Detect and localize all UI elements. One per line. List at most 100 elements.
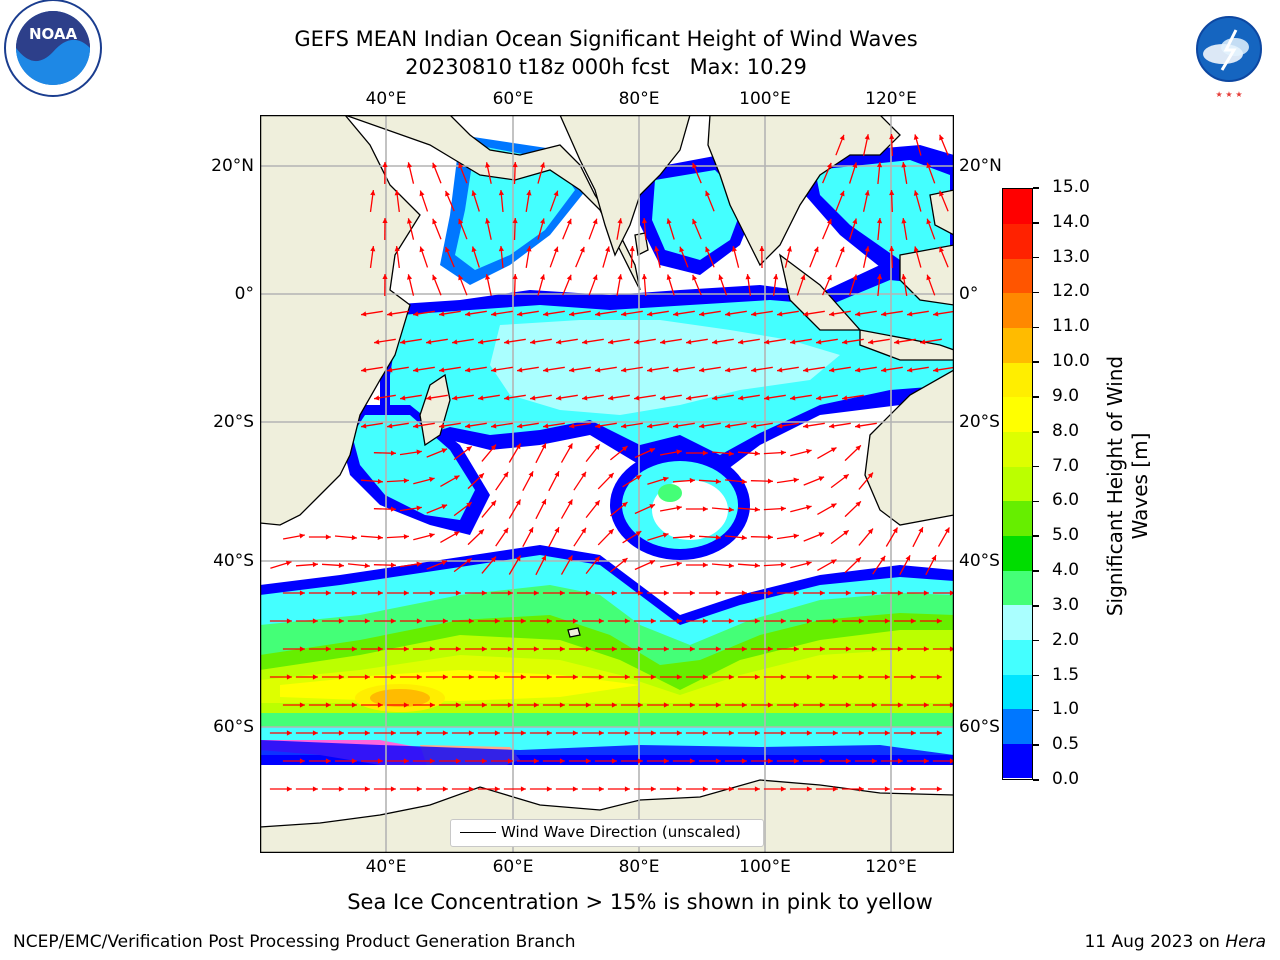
wind-arrow-head	[517, 423, 523, 429]
wind-arrow-head	[572, 786, 578, 792]
wind-arrow-head	[745, 274, 751, 280]
wind-arrow-head	[595, 423, 601, 429]
wind-arrow-head	[520, 674, 526, 680]
wind-arrow-head	[751, 423, 757, 429]
wind-arrow-head	[351, 535, 357, 541]
lat-tick-left-20n: 20°N	[211, 156, 254, 176]
wind-arrow-head	[660, 339, 666, 345]
wind-arrow-head	[458, 218, 464, 225]
wind-arrow-head	[546, 730, 552, 736]
wind-arrow-head	[611, 590, 617, 596]
wind-arrow-head	[759, 246, 765, 251]
wind-arrow-head	[465, 311, 471, 317]
wind-arrow-head	[686, 339, 692, 345]
wind-arrow-head	[689, 702, 695, 708]
wind-arrow-head	[939, 246, 944, 253]
wind-arrow-head	[897, 646, 903, 652]
wind-arrow-head	[566, 274, 572, 281]
wind-arrow-head	[491, 367, 497, 373]
wind-arrow-head	[832, 674, 838, 680]
map-frame	[260, 115, 954, 853]
colorbar-tick-label: 1.5	[1052, 664, 1080, 685]
colorbar-segment	[1003, 708, 1032, 744]
wind-arrow-head	[773, 274, 779, 280]
wind-arrow-head	[676, 561, 682, 567]
wind-arrow-head	[926, 218, 932, 225]
wind-arrow-head	[468, 674, 474, 680]
wind-arrow-head	[382, 162, 388, 167]
wind-arrow-head	[884, 730, 890, 736]
wind-arrow-head	[871, 646, 877, 652]
wind-arrow-head	[858, 730, 864, 736]
colorbar-tick-label: 7.0	[1052, 455, 1080, 476]
wind-arrow-head	[689, 646, 695, 652]
wind-arrow-head	[617, 274, 623, 280]
wind-arrow-head	[465, 367, 471, 373]
wind-arrow-head	[445, 246, 450, 253]
wind-arrow-head	[567, 555, 573, 562]
wind-arrow-head	[843, 474, 849, 480]
wind-arrow-head	[512, 274, 518, 280]
wind-arrow-head	[413, 311, 419, 317]
wind-arrow-head	[641, 218, 647, 224]
wind-arrow-head	[880, 555, 886, 562]
wind-arrow-head	[468, 618, 474, 624]
wind-arrow-head	[533, 590, 539, 596]
colorbar-tick-mark	[1033, 256, 1039, 259]
wind-arrow-head	[533, 646, 539, 652]
wind-arrow-head	[905, 555, 911, 561]
wind-arrow-head	[679, 246, 685, 253]
wind-arrow-head	[689, 533, 695, 540]
wind-arrow-head	[491, 423, 497, 429]
wind-arrow-head	[507, 702, 513, 708]
wind-arrow-head	[818, 476, 825, 482]
wind-arrow-head	[572, 730, 578, 736]
wind-arrow-head	[852, 274, 858, 281]
wind-arrow-head	[507, 590, 513, 596]
wind-arrow-head	[897, 758, 903, 764]
wind-arrow-head	[515, 555, 521, 562]
wind-arrow-head	[676, 730, 682, 736]
wind-arrow-head	[634, 395, 640, 401]
wind-arrow-head	[689, 590, 695, 596]
wind-arrow-head	[818, 532, 825, 538]
wind-arrow-head	[429, 532, 435, 538]
wind-arrow-head	[897, 590, 903, 596]
wind-arrow-head	[754, 450, 760, 456]
wind-arrow-head	[429, 476, 435, 482]
wind-arrow-head	[806, 730, 812, 736]
wind-arrow-head	[839, 190, 845, 197]
wind-arrow-head	[867, 472, 873, 479]
wind-arrow-head	[429, 590, 435, 596]
wind-arrow-head	[936, 730, 942, 736]
wind-arrow-head	[478, 395, 484, 401]
wind-arrow-head	[441, 448, 448, 454]
colorbar-segment	[1003, 431, 1032, 467]
wind-arrow-head	[702, 618, 708, 624]
wind-arrow-head	[364, 618, 370, 624]
wind-arrow-head	[725, 311, 731, 317]
wind-arrow-head	[622, 558, 628, 564]
wind-arrow-head	[806, 674, 812, 680]
wind-arrow-head	[881, 367, 887, 373]
wind-arrow-head	[432, 162, 438, 169]
wind-arrow-head	[585, 702, 591, 708]
colorbar-tick-mark	[1033, 779, 1039, 781]
wind-arrow-head	[715, 590, 721, 596]
wind-arrow-head	[624, 618, 630, 624]
wind-arrow-head	[426, 339, 432, 345]
wind-arrow-head	[481, 758, 487, 764]
wind-arrow-head	[429, 646, 435, 652]
wind-arrow-head	[803, 423, 809, 429]
wind-arrow-head	[702, 786, 708, 792]
wind-arrow-head	[819, 590, 825, 596]
wind-arrow-head	[452, 395, 458, 401]
colorbar-segment	[1003, 327, 1032, 363]
wind-arrow-head	[445, 190, 450, 197]
wind-arrow-head	[876, 274, 883, 280]
wind-arrow-head	[442, 674, 448, 680]
wind-arrow-head	[803, 311, 809, 317]
lon-tick-bottom-40e: 40°E	[365, 857, 407, 877]
wind-arrow-head	[889, 134, 895, 140]
colorbar-tick-label: 2.0	[1052, 629, 1080, 650]
